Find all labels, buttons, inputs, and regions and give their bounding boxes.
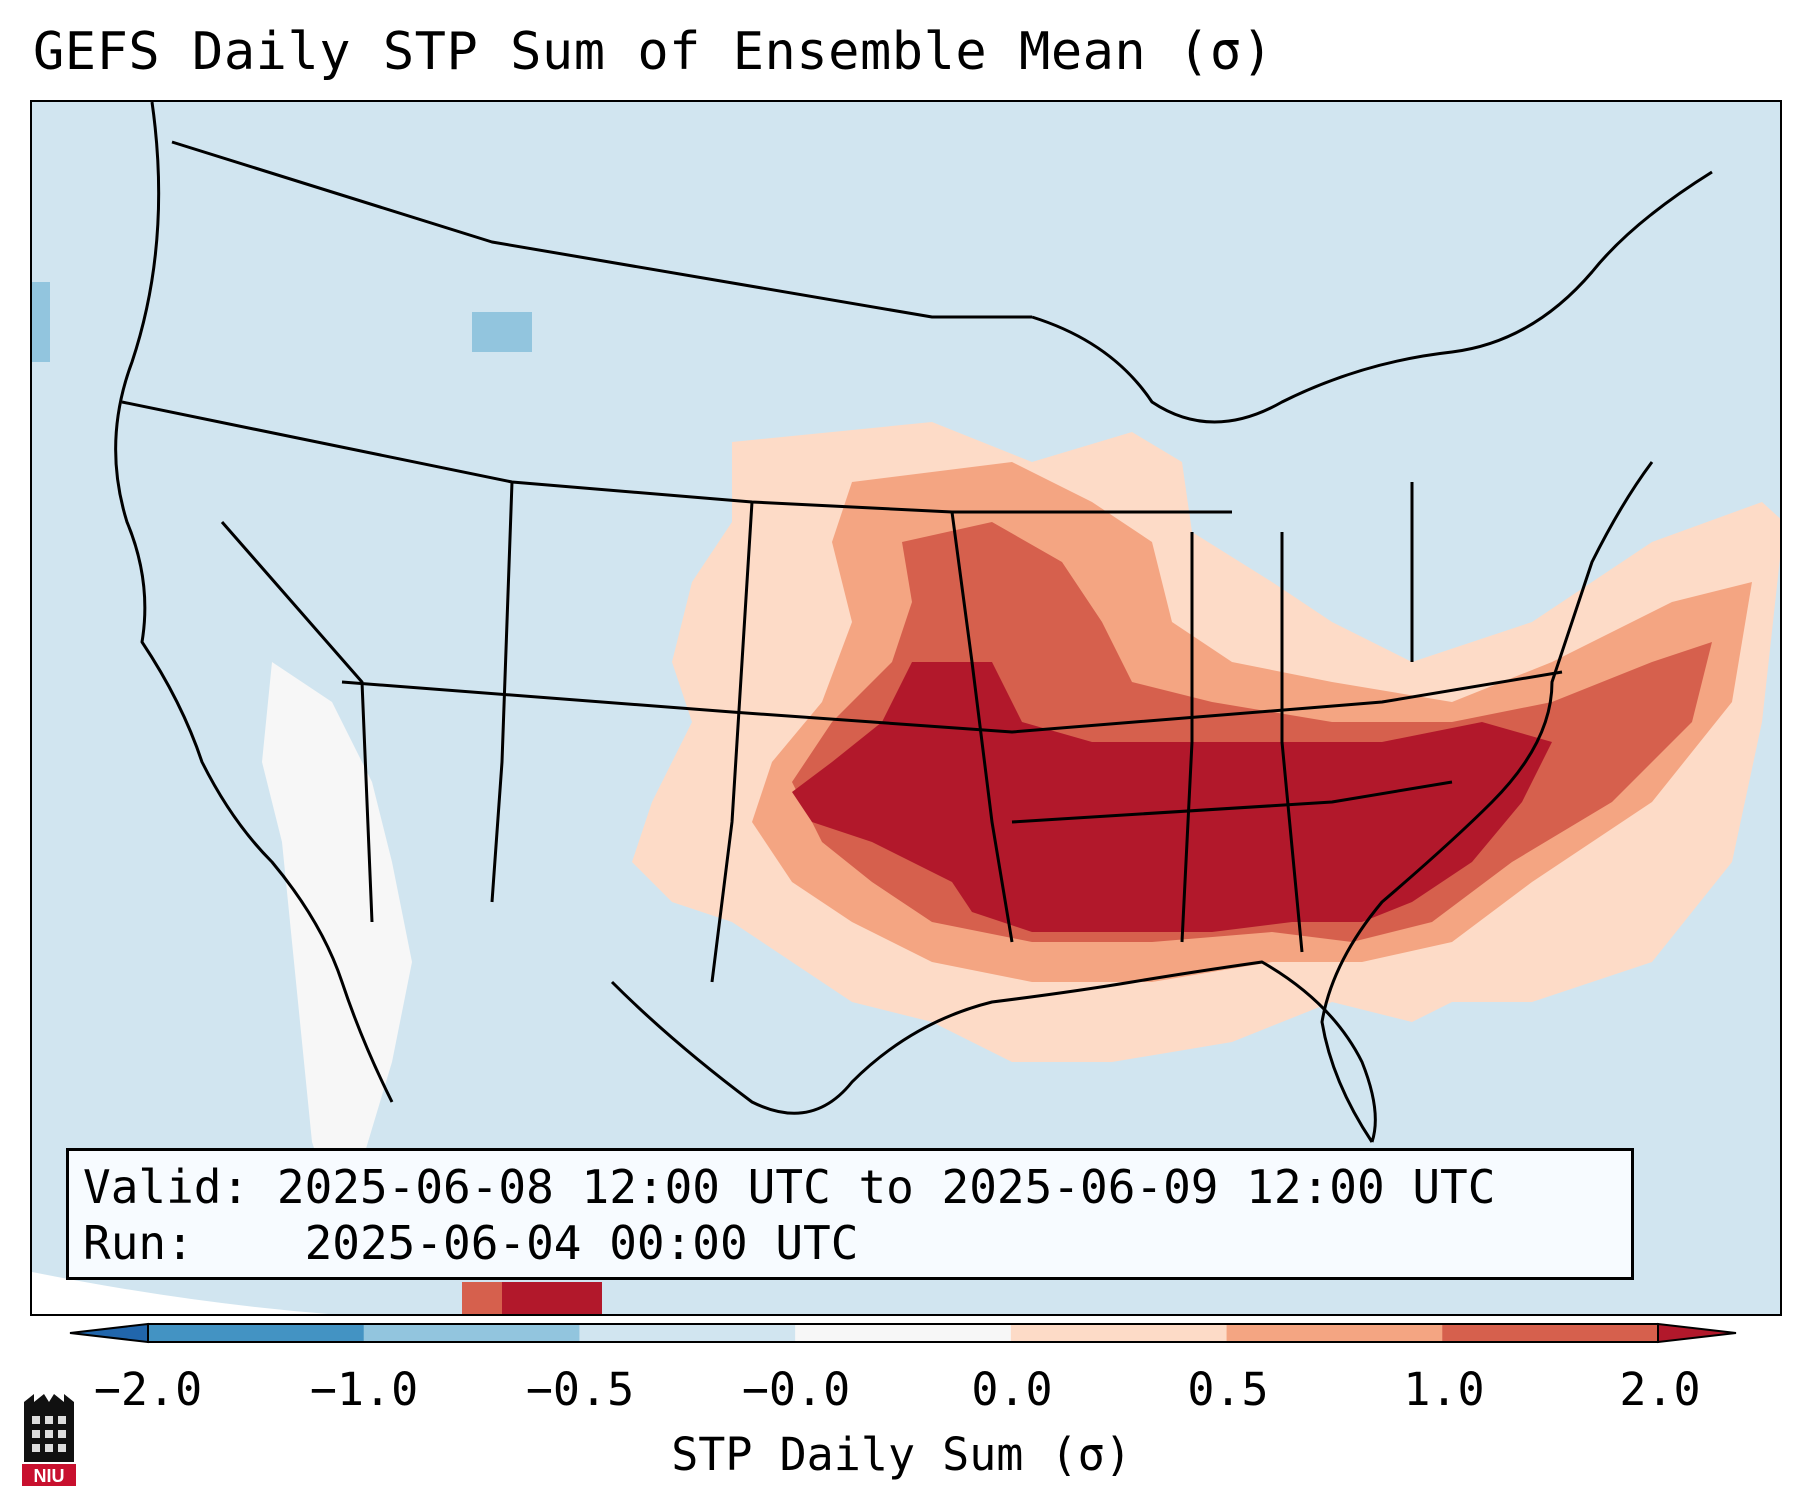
colorbar-tick: −2.0 (93, 1363, 203, 1416)
canada-border (171, 140, 1032, 319)
logo-text: NIU (34, 1466, 65, 1486)
colorbar-segments (69, 1322, 1737, 1344)
map-panel (30, 100, 1782, 1316)
colorbar-extend-high (1657, 1322, 1737, 1344)
colorbar-segment (1010, 1324, 1228, 1342)
stp-area-midhigh-south (462, 1282, 502, 1314)
boundaries (114, 102, 1713, 1143)
state-line-plains (950, 511, 1014, 943)
map-canvas (32, 102, 1780, 1314)
west-coastline (114, 102, 394, 1103)
projection-edge (32, 1272, 329, 1314)
state-line-south (1011, 780, 1453, 824)
colorbar-tick: 0.5 (1187, 1363, 1269, 1416)
valid-label: Valid: (83, 1160, 250, 1214)
stp-shading (32, 282, 1780, 1314)
map-title: GEFS Daily STP Sum of Ensemble Mean (σ) (33, 22, 1274, 82)
colorbar-segment (363, 1324, 580, 1342)
northern-border-east (1031, 170, 1713, 424)
colorbar-segment (148, 1324, 365, 1342)
colorbar-tick: 0.0 (971, 1363, 1053, 1416)
run-label: Run: (83, 1216, 194, 1270)
colorbar-extend-low (69, 1322, 149, 1344)
run-value: 2025-06-04 00:00 UTC (304, 1216, 859, 1270)
state-line-nevada (220, 521, 374, 923)
colorbar-segment (1442, 1324, 1659, 1342)
state-line-co-nm (710, 501, 754, 983)
colorbar-segment (1226, 1324, 1443, 1342)
stp-area-high-south (502, 1282, 602, 1314)
gulf-coastline (610, 960, 1377, 1143)
state-line-al-ga (1280, 532, 1304, 953)
colorbar-tick: 1.0 (1403, 1363, 1485, 1416)
colorbar-label: STP Daily Sum (σ) (671, 1428, 1132, 1481)
colorbar-segment (579, 1324, 796, 1342)
colorbar-segment (795, 1324, 1012, 1342)
stp-area-neg-pacific (32, 282, 50, 362)
colorbar-tick: −0.5 (525, 1363, 635, 1416)
stp-area-neg-montana (472, 312, 532, 352)
atlantic-coastline (1320, 461, 1654, 1143)
niu-logo: NIU (22, 1394, 76, 1486)
validity-info-box: Valid: 2025-06-08 12:00 UTC to 2025-06-0… (66, 1148, 1634, 1280)
state-line-middle (341, 670, 1563, 734)
valid-value: 2025-06-08 12:00 UTC to 2025-06-09 12:00… (276, 1160, 1496, 1214)
state-line-ms-river (1180, 532, 1194, 943)
colorbar-tick: −0.0 (741, 1363, 851, 1416)
state-line-utah-az (490, 481, 514, 903)
colorbar-tick: 2.0 (1619, 1363, 1701, 1416)
colorbar-tick: −1.0 (309, 1363, 419, 1416)
colorbar-frame (147, 1323, 1659, 1343)
